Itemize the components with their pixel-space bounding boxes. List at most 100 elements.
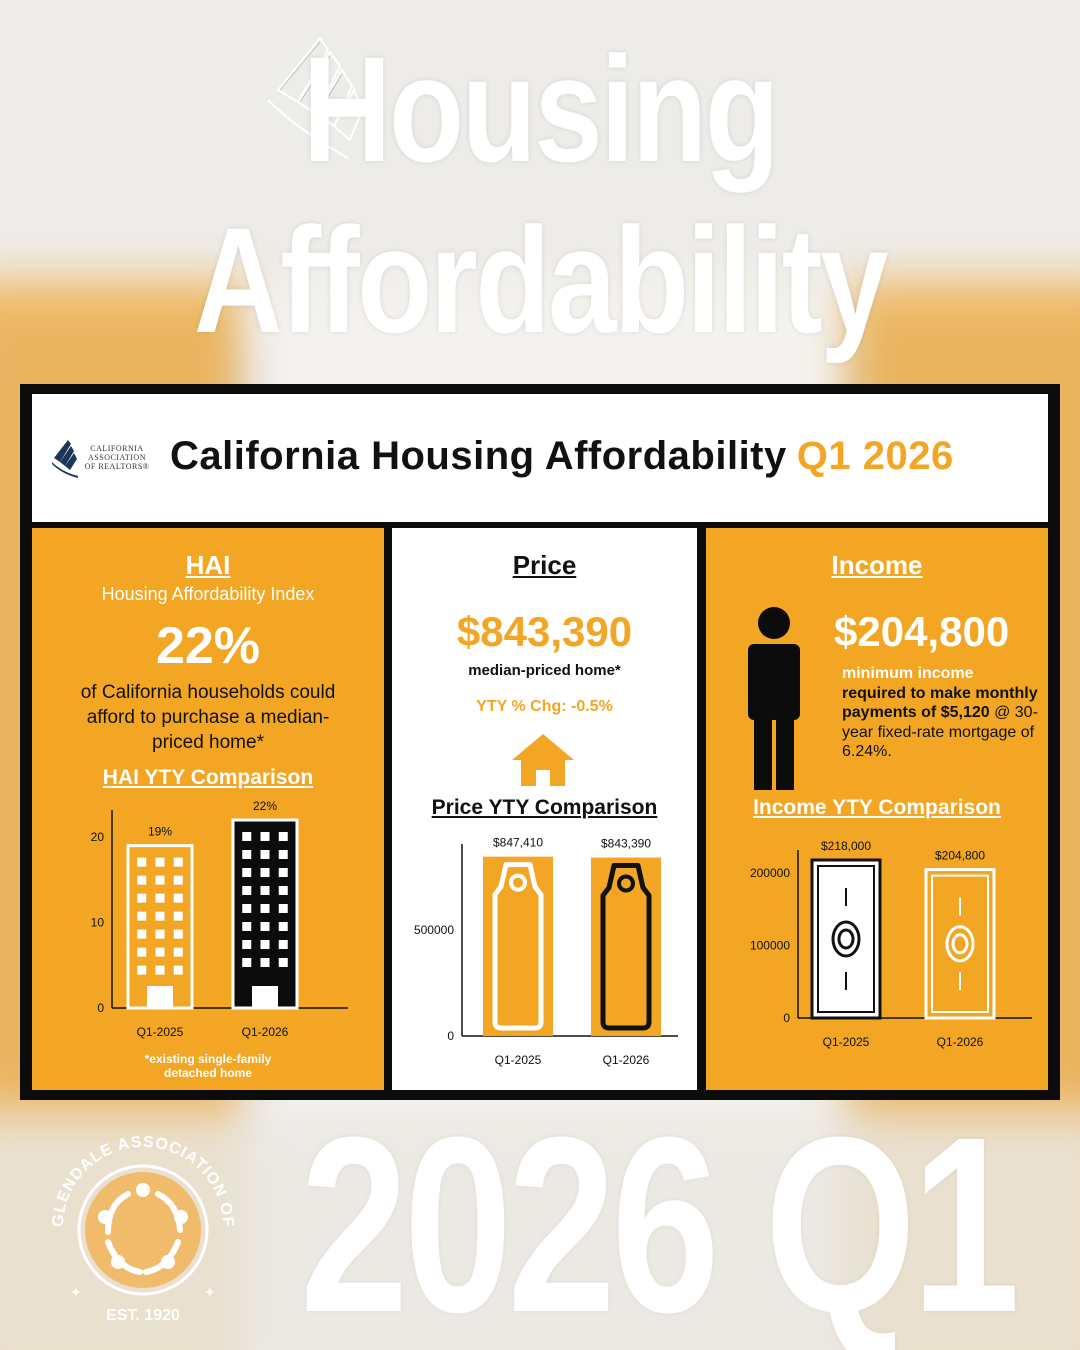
- bill-seal-inner: [837, 928, 855, 950]
- building-window: [155, 893, 165, 903]
- building-window: [242, 886, 252, 895]
- building-window: [155, 875, 165, 885]
- car-logo-text: CALIFORNIA ASSOCIATION OF REALTORS®: [84, 444, 150, 471]
- price-subtext: median-priced home*: [468, 662, 621, 679]
- building-window: [242, 868, 252, 877]
- price-tag-hole: [617, 874, 635, 893]
- price-data-label: $847,410: [493, 836, 543, 850]
- income-data-label: $218,000: [821, 839, 871, 853]
- income-bar: [810, 858, 882, 1020]
- price-heading: Price: [512, 550, 577, 580]
- bill-border: [931, 874, 989, 1013]
- building-window: [278, 940, 288, 949]
- building-window: [242, 904, 252, 913]
- building-window: [242, 850, 252, 859]
- hai-data-label: 19%: [148, 825, 172, 839]
- hai-bar: [126, 844, 194, 1010]
- price-tag-outline: [492, 862, 544, 1031]
- building-window: [278, 958, 288, 967]
- hai-category-label: Q1-2026: [242, 1025, 289, 1039]
- headline-line-1: Housing: [302, 25, 780, 193]
- building-window: [137, 947, 147, 957]
- building-window: [278, 922, 288, 931]
- income-chart: 0 100000 200000 $218,000 Q1-2025 $204,800 Q1-2…: [750, 839, 1032, 1049]
- title-bar: CALIFORNIA ASSOCIATION OF REALTORS® Cali…: [32, 394, 1048, 522]
- hai-ytick-label: 20: [91, 830, 105, 844]
- building-window: [173, 857, 183, 867]
- bill-seal-inner: [951, 933, 969, 955]
- gar-star-left: ✦: [70, 1284, 82, 1300]
- bill-body: [810, 858, 882, 1020]
- building-window: [173, 965, 183, 975]
- bill-body: [924, 868, 996, 1020]
- income-heading: Income: [831, 550, 923, 580]
- building-window: [260, 868, 270, 877]
- income-desc-2: @ 30-year fixed-rate mortgage of 6.24%.: [842, 704, 1038, 760]
- bill-seal-outer: [945, 925, 975, 963]
- price-category-label: Q1-2026: [603, 1053, 650, 1067]
- building-window: [260, 958, 270, 967]
- building-window: [137, 893, 147, 903]
- building-window: [242, 922, 252, 931]
- income-bar: [924, 868, 996, 1020]
- building-window: [173, 911, 183, 921]
- building-window: [137, 875, 147, 885]
- hai-panel: HAI Housing Affordability Index 22% of C…: [32, 528, 384, 1090]
- hai-ytick-label: 0: [97, 1001, 104, 1015]
- price-panel: Price $843,390 median-priced home* YTY %…: [392, 528, 697, 1090]
- income-panel: Income $204,800 minimum income required …: [706, 528, 1048, 1090]
- building-window: [137, 911, 147, 921]
- price-category-label: Q1-2025: [495, 1053, 542, 1067]
- building-window: [278, 850, 288, 859]
- building-window: [155, 965, 165, 975]
- building-window: [155, 947, 165, 957]
- hai-ytick-label: 10: [91, 916, 105, 930]
- gar-star-right: ✦: [204, 1284, 216, 1300]
- income-ytick-label: 100000: [750, 939, 790, 953]
- price-ytick-label: 500000: [414, 923, 454, 937]
- bill-border: [817, 865, 875, 1013]
- building-window: [242, 832, 252, 841]
- building-body: [231, 818, 299, 1010]
- building-window: [260, 850, 270, 859]
- income-data-label: $204,800: [935, 849, 985, 863]
- gar-logo: GLENDALE ASSOCIATION OF REALTORS® EST. 1…: [38, 1122, 235, 1324]
- income-ytick-label: 0: [783, 1011, 790, 1025]
- building-window: [137, 857, 147, 867]
- income-value: $204,800: [834, 608, 1010, 655]
- building-window: [260, 886, 270, 895]
- car-logo: CALIFORNIA ASSOCIATION OF REALTORS®: [52, 436, 152, 480]
- building-door: [252, 986, 278, 1008]
- price-bar: [591, 857, 661, 1036]
- price-comparison-heading: Price YTY Comparison: [431, 796, 658, 819]
- building-window: [242, 940, 252, 949]
- income-description: minimum income required to make monthly …: [842, 664, 1042, 762]
- building-window: [278, 886, 288, 895]
- price-tag-outline: [600, 863, 652, 1031]
- hai-comparison-heading: HAI YTY Comparison: [102, 766, 314, 789]
- building-window: [260, 922, 270, 931]
- price-ytick-label: 0: [447, 1029, 454, 1043]
- income-desc-prefix: minimum income: [842, 665, 974, 682]
- building-window: [278, 904, 288, 913]
- quarter-label: Q1 2026: [796, 434, 954, 478]
- hai-bar: [231, 818, 299, 1010]
- income-category-label: Q1-2025: [823, 1035, 870, 1049]
- price-value: $843,390: [456, 608, 633, 655]
- building-window: [137, 929, 147, 939]
- car-emblem-icon: [52, 440, 78, 478]
- hai-value: 22%: [155, 617, 261, 675]
- building-body: [126, 844, 194, 1010]
- hai-data-label: 22%: [253, 799, 277, 813]
- bottom-date: 2026 Q1: [300, 1085, 1020, 1350]
- main-title-text: California Housing Affordability: [170, 434, 787, 478]
- house-icon: [512, 734, 574, 786]
- building-window: [260, 904, 270, 913]
- income-desc-1: required to make monthly payments of: [842, 684, 1038, 722]
- gar-est: EST. 1920: [106, 1307, 180, 1324]
- building-window: [173, 929, 183, 939]
- income-payment: $5,120: [940, 704, 990, 721]
- hai-description: of California households could afford to…: [80, 682, 336, 753]
- building-window: [260, 832, 270, 841]
- income-category-label: Q1-2026: [937, 1035, 984, 1049]
